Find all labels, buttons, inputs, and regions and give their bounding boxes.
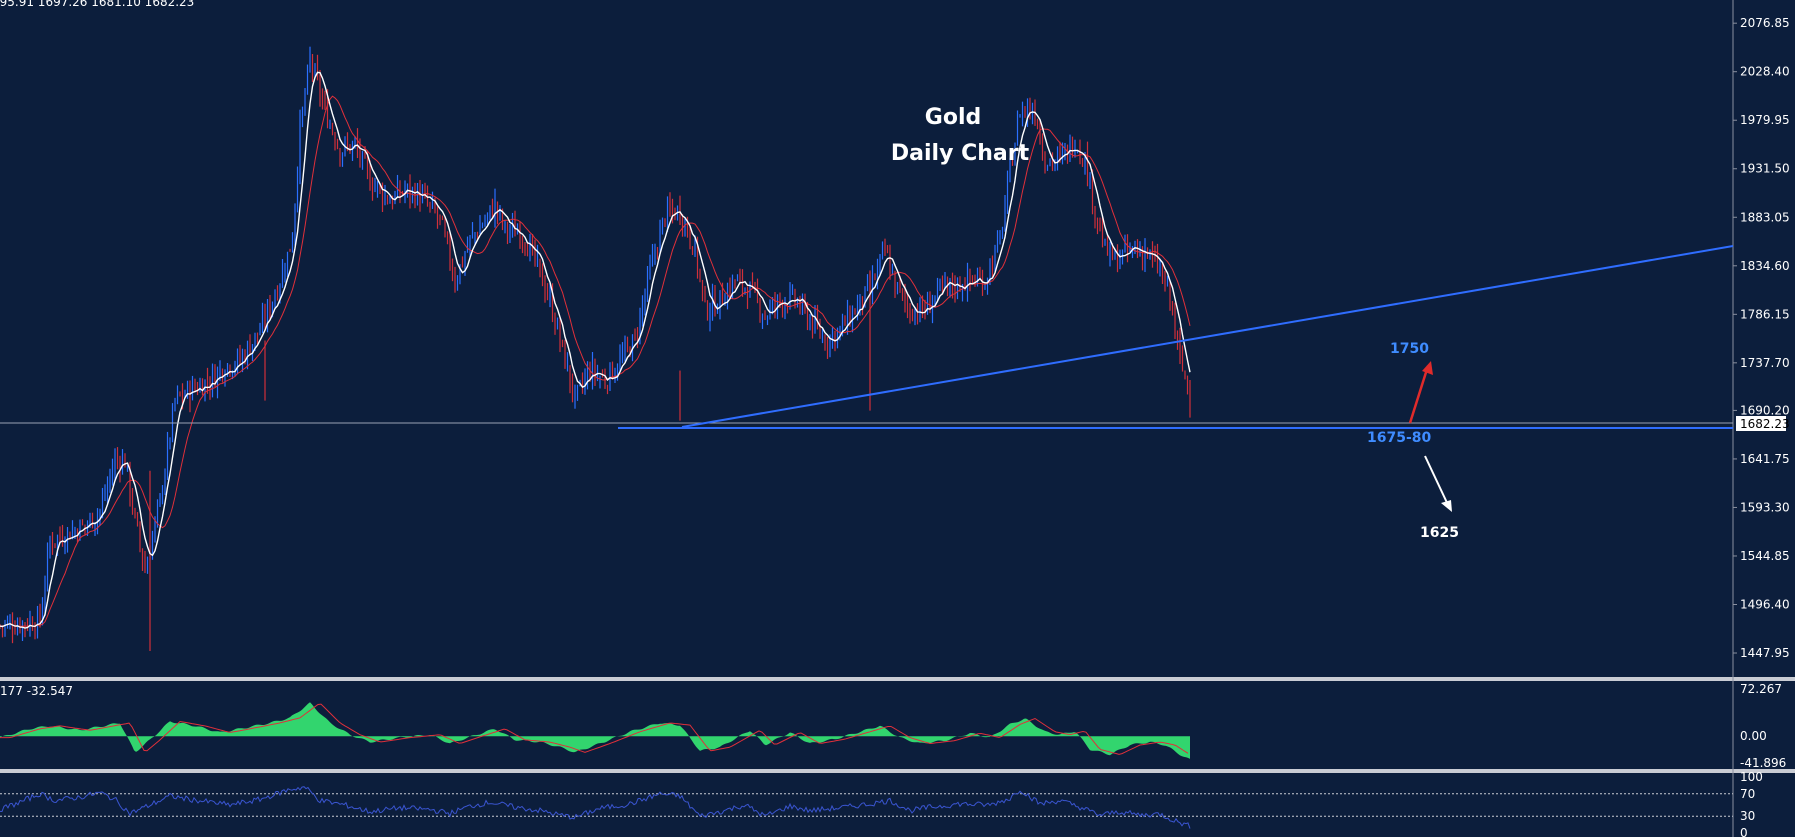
price-tick-label: 2028.40	[1740, 65, 1790, 79]
price-tick-label: 1593.30	[1740, 500, 1790, 514]
oscillator-tick-label: -41.896	[1740, 756, 1786, 770]
target-down-label: 1625	[1420, 525, 1459, 541]
oscillator-header: 177 -32.547	[0, 684, 73, 698]
up-arrow-shaft	[1408, 365, 1430, 424]
down-arrowhead	[1441, 500, 1452, 512]
support-zone-label: 1675-80	[1367, 430, 1432, 446]
oscillator-tick-label: 72.267	[1740, 682, 1782, 696]
price-tick-label: 1641.75	[1740, 452, 1790, 466]
last-price-box	[1736, 416, 1786, 431]
price-tick-label: 1496.40	[1740, 597, 1790, 611]
price-tick-label: 2076.85	[1740, 16, 1790, 30]
down-arrow-shaft	[1424, 455, 1450, 508]
rsi-tick-label: 70	[1740, 787, 1755, 801]
price-tick-label: 1447.95	[1740, 646, 1790, 660]
rsi-tick-label: 30	[1740, 809, 1755, 823]
chart-title: Gold	[925, 105, 981, 130]
oscillator-tick-label: 0.00	[1740, 729, 1767, 743]
fast-moving-average	[0, 71, 1191, 629]
price-tick-label: 1690.20	[1740, 403, 1790, 417]
rsi-tick-label: 0	[1740, 826, 1748, 837]
oscillator-panel: 72.267 0.00 -41.896	[0, 682, 1786, 770]
chart-subtitle: Daily Chart	[891, 141, 1030, 166]
price-tick-label: 1931.50	[1740, 162, 1790, 176]
price-tick-label: 1834.60	[1740, 259, 1790, 273]
ohlc-readout: 695.91 1697.26 1681.10 1682.23	[0, 0, 194, 9]
oscillator-signal-line	[0, 703, 1189, 755]
rsi-line	[0, 786, 1191, 829]
up-arrowhead	[1422, 361, 1433, 375]
rsi-panel: 100 70 30 0	[0, 770, 1763, 837]
price-tick-label: 1737.70	[1740, 356, 1790, 370]
oscillator-histogram	[0, 702, 1190, 759]
price-tick-label: 1544.85	[1740, 549, 1790, 563]
price-tick-label: 1979.95	[1740, 113, 1790, 127]
moving-averages	[0, 71, 1191, 629]
last-price-label: 1682.23	[1740, 417, 1790, 431]
panel-divider-1	[0, 677, 1795, 681]
rising-trendline	[681, 245, 1734, 428]
price-tick-label: 1786.15	[1740, 307, 1790, 321]
price-tick-label: 1883.05	[1740, 210, 1790, 224]
panel-divider-2	[0, 769, 1795, 773]
price-axis: 2076.85 2028.40 1979.95 1931.50 1883.05 1834.…	[1733, 16, 1790, 660]
target-up-label: 1750	[1390, 341, 1429, 357]
rsi-tick-label: 100	[1740, 770, 1763, 784]
